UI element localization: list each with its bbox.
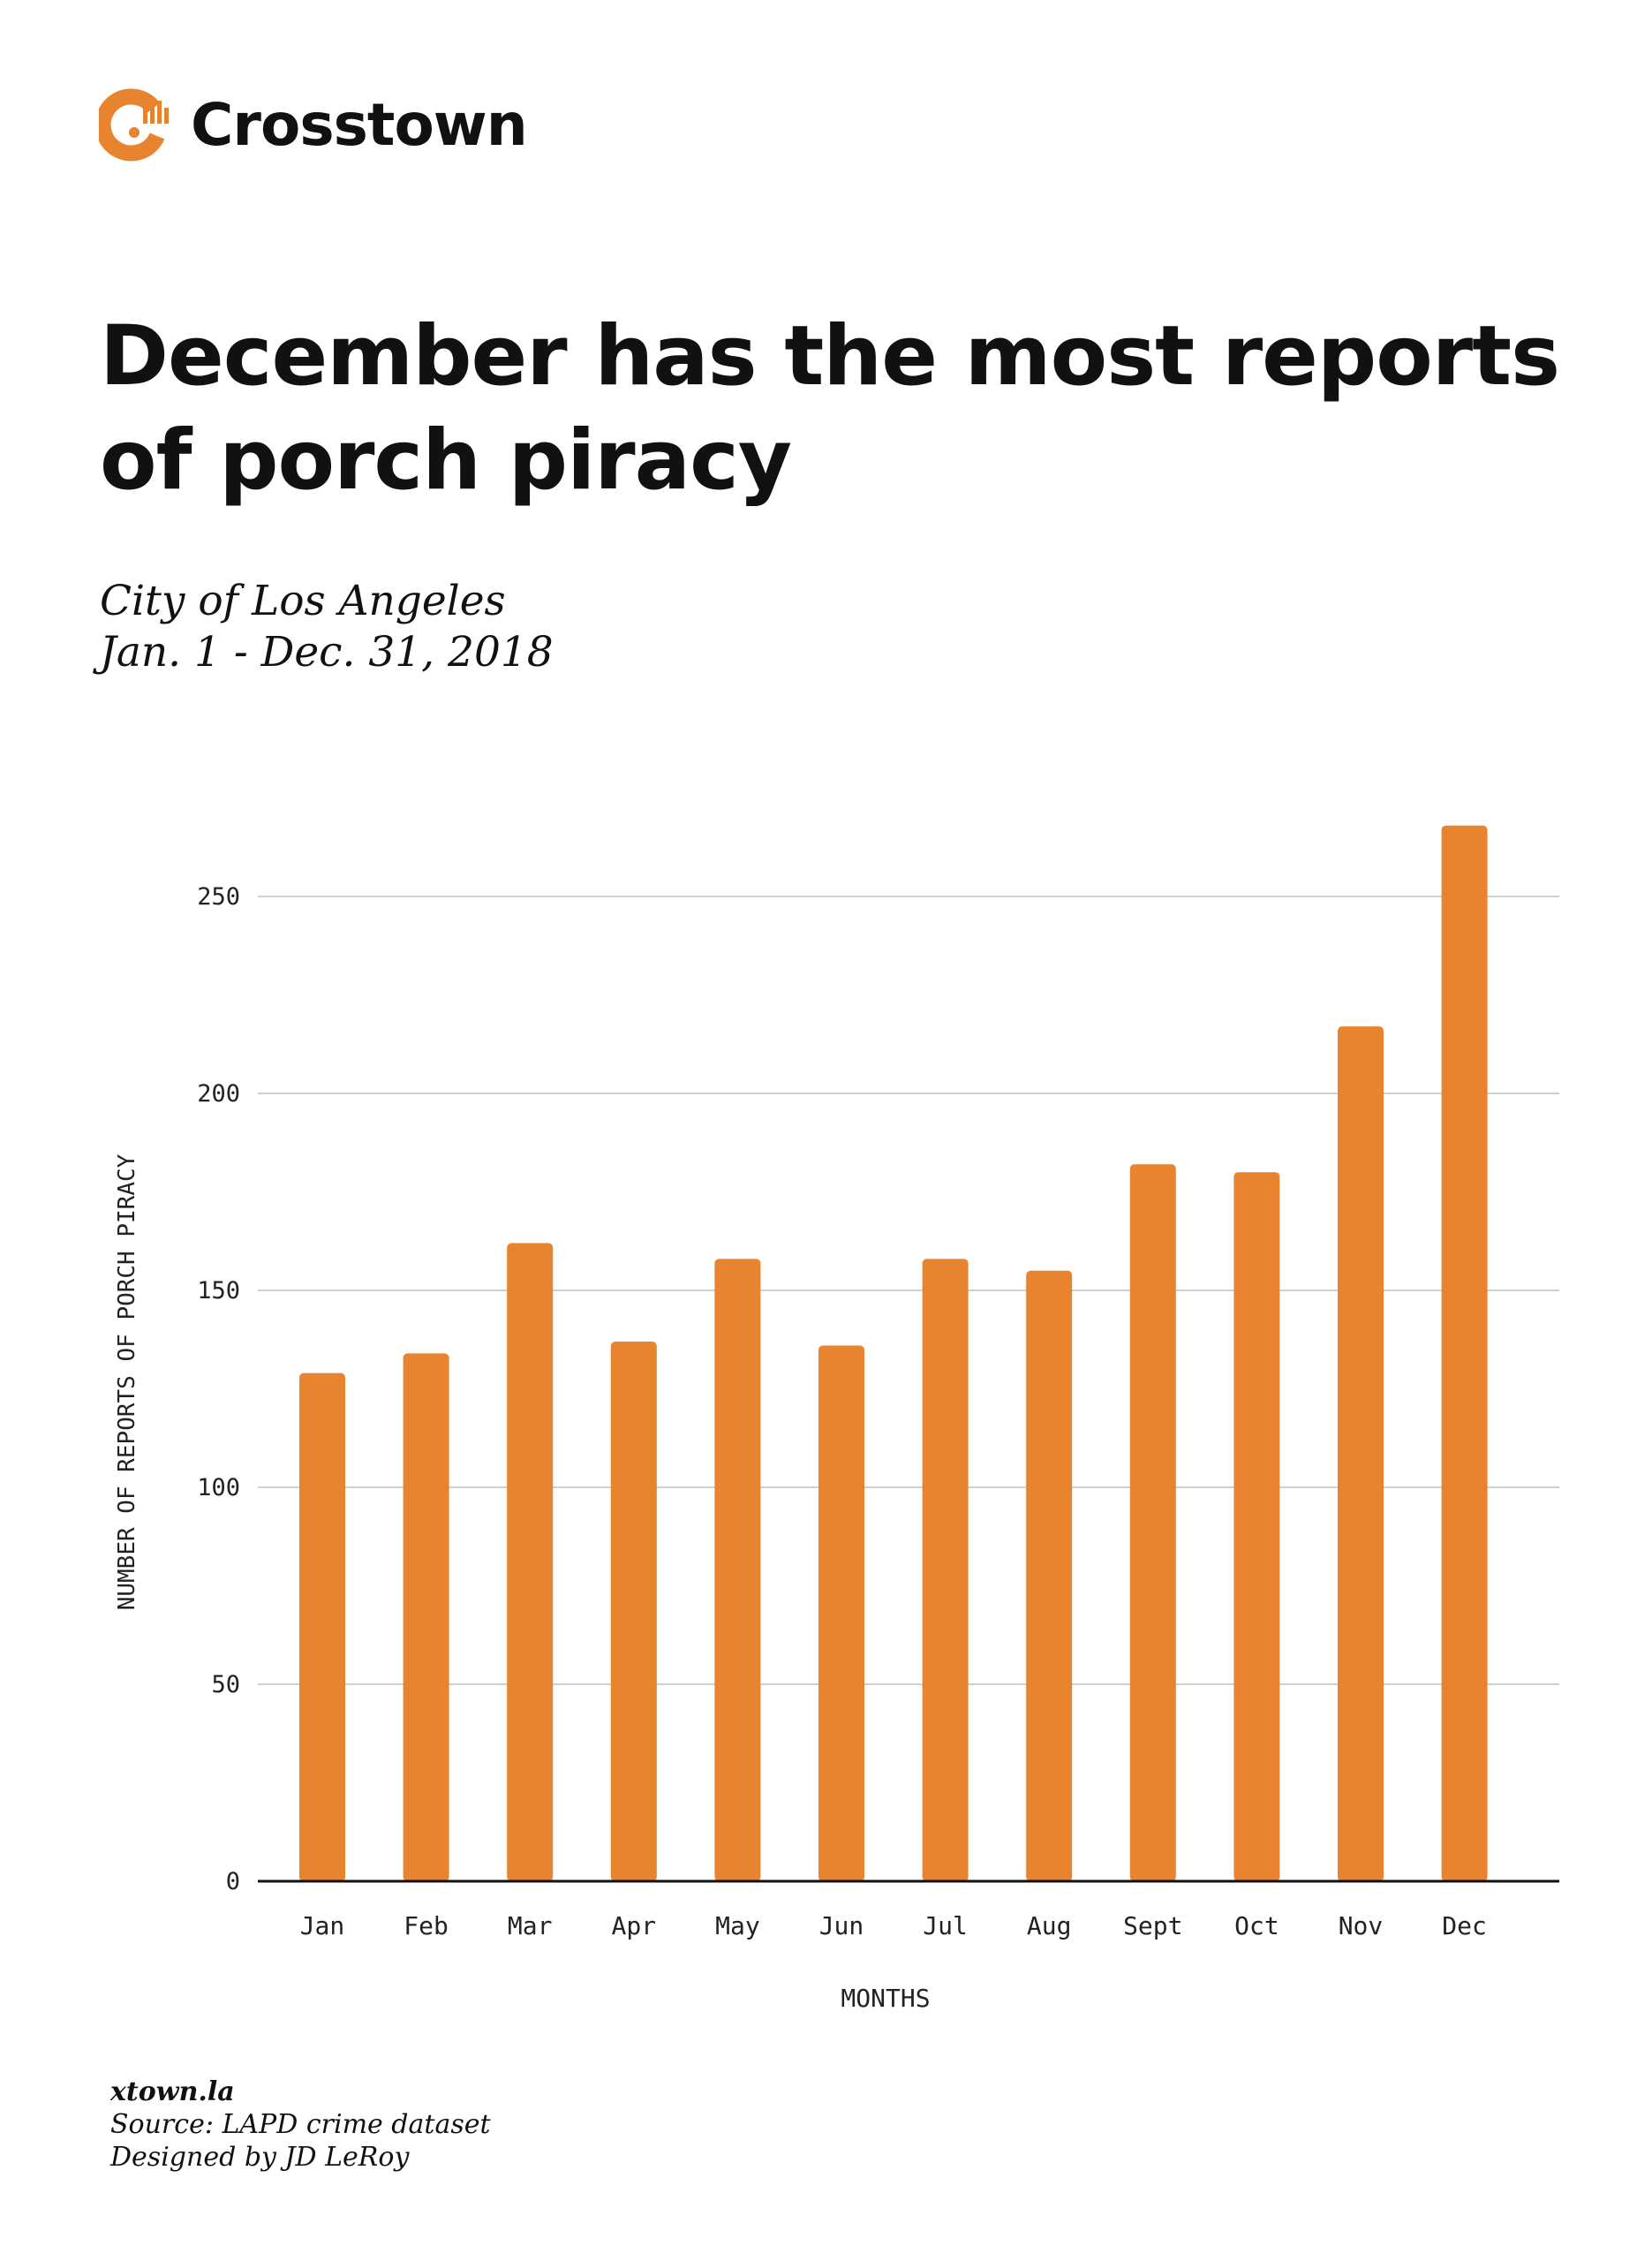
subtitle-line-1: City of Los Angeles <box>100 577 506 625</box>
footer-site-link[interactable]: xtown.la <box>110 2076 235 2107</box>
x-tick-label: Feb <box>404 1911 449 1940</box>
x-tick-label: Jun <box>819 1911 864 1940</box>
bar <box>610 1341 657 1881</box>
bar <box>1026 1270 1073 1881</box>
x-tick-label: Oct <box>1234 1911 1279 1940</box>
bar-chart: 0 50 100 150 200 250 Jan Feb Mar Apr May Jun Jul Aug S… <box>114 825 1559 2013</box>
subtitle-line-2: Jan. 1 - Dec. 31, 2018 <box>100 628 554 677</box>
bar <box>403 1353 449 1881</box>
bar <box>1441 825 1488 1881</box>
bar <box>1338 1026 1384 1881</box>
x-tick-label: Jan <box>300 1911 345 1940</box>
bars <box>299 825 1488 1881</box>
crosstown-logo-icon <box>99 88 169 162</box>
x-tick-label: Mar <box>508 1911 553 1940</box>
bar <box>1233 1172 1280 1881</box>
bar <box>299 1372 345 1881</box>
title-line-2: of porch piracy <box>100 412 792 509</box>
bar <box>1129 1164 1176 1881</box>
subtitle: City of Los Angeles Jan. 1 - Dec. 31, 20… <box>100 576 554 678</box>
y-tick-label: 0 <box>226 1868 240 1895</box>
footer-source: Source: LAPD crime dataset <box>110 2109 491 2140</box>
footer: xtown.la Source: LAPD crime dataset Desi… <box>110 2076 491 2174</box>
page-title: December has the most reports of porch p… <box>100 305 1560 513</box>
bar <box>922 1259 969 1881</box>
x-axis-label: MONTHS <box>841 1984 930 2013</box>
x-tick-label: May <box>715 1911 760 1940</box>
axes: 0 50 100 150 200 250 Jan Feb Mar Apr May Jun Jul Aug S… <box>114 883 1559 2013</box>
y-tick-label: 50 <box>211 1671 240 1698</box>
bar <box>818 1345 864 1881</box>
y-tick-label: 150 <box>197 1277 240 1304</box>
y-tick-label: 100 <box>197 1474 240 1501</box>
x-tick-label: Aug <box>1027 1911 1072 1940</box>
x-tick-label: Jul <box>923 1911 968 1940</box>
x-tick-label: Nov <box>1339 1911 1384 1940</box>
bar <box>714 1259 761 1881</box>
title-line-1: December has the most reports <box>100 308 1560 405</box>
y-tick-label: 200 <box>197 1080 240 1108</box>
y-tick-label: 250 <box>197 883 240 911</box>
footer-credit: Designed by JD LeRoy <box>110 2142 410 2173</box>
x-tick-label: Apr <box>612 1911 657 1940</box>
brand-name: Crosstown <box>191 91 528 159</box>
x-tick-label: Sept <box>1123 1911 1182 1940</box>
logo: Crosstown <box>99 88 528 163</box>
x-tick-label: Dec <box>1442 1911 1487 1940</box>
bar <box>507 1243 554 1881</box>
y-axis-label: NUMBER OF REPORTS OF PORCH PIRACY <box>114 1153 140 1610</box>
